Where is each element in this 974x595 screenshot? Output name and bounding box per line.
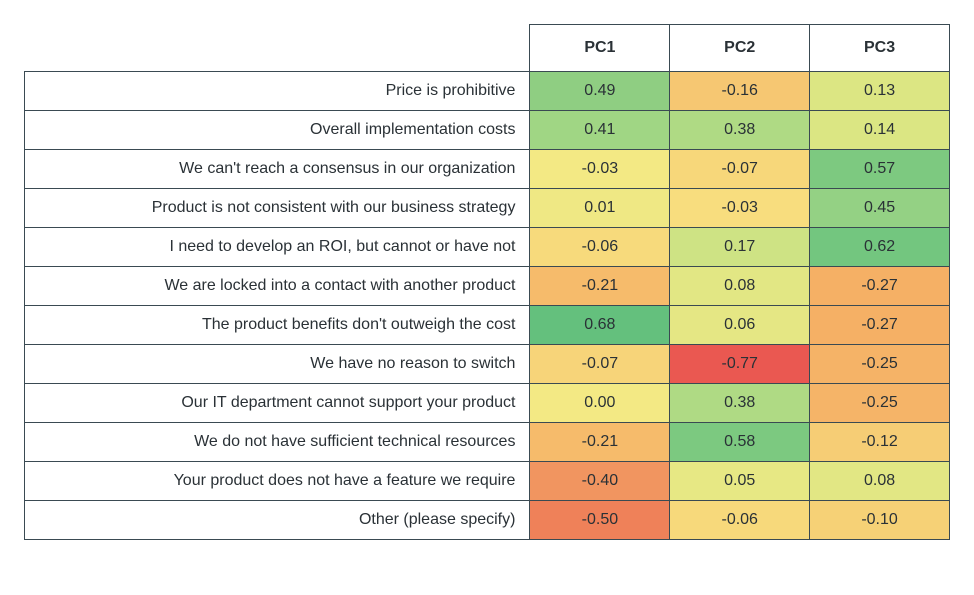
row-label: We are locked into a contact with anothe… xyxy=(25,267,530,306)
value-cell: -0.25 xyxy=(810,384,950,423)
value-cell: -0.21 xyxy=(530,423,670,462)
col-header-pc1: PC1 xyxy=(530,25,670,72)
row-label: Other (please specify) xyxy=(25,501,530,540)
table-row: Price is prohibitive0.49-0.160.13 xyxy=(25,72,950,111)
value-cell: 0.08 xyxy=(810,462,950,501)
value-cell: 0.38 xyxy=(670,384,810,423)
col-header-pc2: PC2 xyxy=(670,25,810,72)
value-cell: 0.68 xyxy=(530,306,670,345)
value-cell: -0.06 xyxy=(530,228,670,267)
value-cell: -0.50 xyxy=(530,501,670,540)
table-row: We can't reach a consensus in our organi… xyxy=(25,150,950,189)
value-cell: -0.06 xyxy=(670,501,810,540)
row-label: We have no reason to switch xyxy=(25,345,530,384)
row-label: The product benefits don't outweigh the … xyxy=(25,306,530,345)
value-cell: -0.77 xyxy=(670,345,810,384)
value-cell: -0.12 xyxy=(810,423,950,462)
value-cell: 0.41 xyxy=(530,111,670,150)
value-cell: -0.21 xyxy=(530,267,670,306)
value-cell: 0.57 xyxy=(810,150,950,189)
value-cell: 0.49 xyxy=(530,72,670,111)
heatmap-body: Price is prohibitive0.49-0.160.13Overall… xyxy=(25,72,950,540)
table-row: We have no reason to switch-0.07-0.77-0.… xyxy=(25,345,950,384)
value-cell: -0.03 xyxy=(530,150,670,189)
value-cell: -0.25 xyxy=(810,345,950,384)
value-cell: 0.58 xyxy=(670,423,810,462)
value-cell: 0.62 xyxy=(810,228,950,267)
value-cell: 0.06 xyxy=(670,306,810,345)
value-cell: -0.03 xyxy=(670,189,810,228)
table-row: Your product does not have a feature we … xyxy=(25,462,950,501)
row-label: Overall implementation costs xyxy=(25,111,530,150)
row-label: Price is prohibitive xyxy=(25,72,530,111)
table-row: We do not have sufficient technical reso… xyxy=(25,423,950,462)
value-cell: 0.01 xyxy=(530,189,670,228)
value-cell: 0.05 xyxy=(670,462,810,501)
value-cell: -0.07 xyxy=(530,345,670,384)
table-row: Other (please specify)-0.50-0.06-0.10 xyxy=(25,501,950,540)
row-label: I need to develop an ROI, but cannot or … xyxy=(25,228,530,267)
value-cell: -0.27 xyxy=(810,267,950,306)
table-row: I need to develop an ROI, but cannot or … xyxy=(25,228,950,267)
value-cell: 0.08 xyxy=(670,267,810,306)
value-cell: -0.07 xyxy=(670,150,810,189)
row-label: We do not have sufficient technical reso… xyxy=(25,423,530,462)
pca-heatmap-table: PC1 PC2 PC3 Price is prohibitive0.49-0.1… xyxy=(24,24,950,540)
value-cell: -0.10 xyxy=(810,501,950,540)
value-cell: -0.16 xyxy=(670,72,810,111)
row-label: We can't reach a consensus in our organi… xyxy=(25,150,530,189)
value-cell: 0.38 xyxy=(670,111,810,150)
row-label: Product is not consistent with our busin… xyxy=(25,189,530,228)
value-cell: -0.40 xyxy=(530,462,670,501)
row-label: Our IT department cannot support your pr… xyxy=(25,384,530,423)
table-row: We are locked into a contact with anothe… xyxy=(25,267,950,306)
value-cell: 0.00 xyxy=(530,384,670,423)
table-row: Overall implementation costs0.410.380.14 xyxy=(25,111,950,150)
value-cell: -0.27 xyxy=(810,306,950,345)
blank-corner xyxy=(25,25,530,72)
value-cell: 0.17 xyxy=(670,228,810,267)
value-cell: 0.14 xyxy=(810,111,950,150)
value-cell: 0.13 xyxy=(810,72,950,111)
table-row: Product is not consistent with our busin… xyxy=(25,189,950,228)
value-cell: 0.45 xyxy=(810,189,950,228)
col-header-pc3: PC3 xyxy=(810,25,950,72)
table-row: The product benefits don't outweigh the … xyxy=(25,306,950,345)
row-label: Your product does not have a feature we … xyxy=(25,462,530,501)
table-row: Our IT department cannot support your pr… xyxy=(25,384,950,423)
